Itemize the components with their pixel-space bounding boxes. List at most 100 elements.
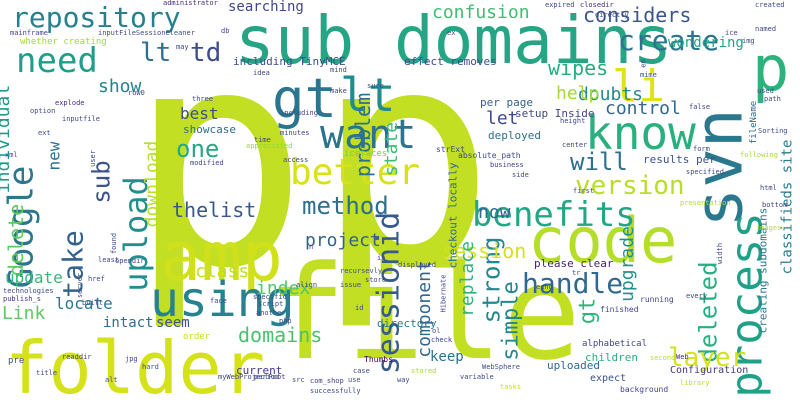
word: Configuration — [670, 365, 749, 376]
word: second — [650, 354, 676, 362]
word: ex — [447, 29, 456, 37]
word: inputfile — [62, 115, 100, 123]
word: absolute_path — [458, 151, 521, 160]
word: n — [309, 243, 314, 251]
word: expired — [545, 1, 575, 9]
word: created — [755, 1, 785, 9]
word: idea — [253, 69, 270, 77]
word: first — [573, 187, 595, 195]
word: p — [315, 0, 496, 334]
word: least — [98, 256, 120, 264]
word: file — [268, 237, 582, 389]
word: one — [176, 135, 220, 163]
word: src — [292, 376, 305, 384]
word: case — [353, 367, 370, 375]
word: gt — [575, 297, 601, 325]
word: Sorting — [758, 127, 788, 135]
word: width — [716, 242, 725, 265]
word: height — [560, 117, 586, 125]
word: explode — [55, 99, 85, 107]
word: searching — [228, 0, 304, 15]
word: pre — [8, 356, 25, 366]
word: every — [686, 292, 708, 300]
word: download — [141, 140, 163, 228]
word: period — [254, 373, 280, 381]
word: help — [556, 83, 600, 104]
word: ia — [377, 254, 386, 262]
word: replace — [456, 241, 478, 317]
word: publish_s — [3, 295, 41, 303]
word: control — [605, 98, 681, 119]
word: library — [680, 379, 710, 387]
word: problem — [351, 92, 376, 178]
word: center — [562, 141, 588, 149]
word: will — [570, 148, 628, 176]
word: seem — [156, 315, 190, 331]
word: wipes — [548, 56, 609, 80]
word: update — [5, 268, 63, 287]
word: session — [442, 239, 527, 263]
word: images — [756, 224, 782, 232]
word: specific — [253, 293, 287, 301]
word: let — [486, 108, 519, 129]
word: jpg — [125, 355, 138, 363]
word: Hibernate — [439, 274, 448, 313]
word: img — [742, 37, 755, 45]
word: user — [88, 150, 97, 167]
word: upgrade — [616, 226, 638, 302]
word: option — [30, 107, 56, 115]
word: including TinyMCE — [233, 55, 346, 68]
word: presentation — [680, 199, 731, 207]
word: including — [280, 109, 318, 117]
word: setup Inside — [515, 107, 595, 120]
word: title — [36, 369, 58, 377]
word: mind — [330, 66, 347, 74]
word: version — [575, 171, 685, 201]
word: new — [44, 141, 64, 171]
word: named — [755, 25, 777, 33]
word: directory — [377, 317, 437, 330]
word: running — [640, 295, 674, 304]
word: appreciated — [246, 142, 293, 150]
word: use — [348, 376, 361, 384]
word: ol — [432, 327, 441, 335]
word: align — [296, 281, 318, 289]
word: tr — [572, 269, 581, 277]
word: three — [192, 95, 214, 103]
word: repository — [12, 1, 181, 34]
word: WebSphere — [482, 363, 520, 371]
word: alt — [105, 376, 118, 384]
word: layer — [668, 343, 747, 373]
word: ext — [38, 129, 51, 137]
word: icefaces — [344, 149, 388, 159]
word: mime — [640, 71, 657, 79]
word: finished — [600, 305, 639, 314]
word: thelist — [172, 198, 257, 222]
word: Web — [676, 353, 689, 361]
word: confusion — [432, 2, 530, 23]
word: db — [221, 27, 230, 35]
word: benefits — [472, 195, 636, 235]
word: td — [190, 38, 222, 68]
word: locate — [55, 294, 113, 313]
word: xml — [5, 151, 18, 159]
word: used — [757, 87, 774, 95]
word: make — [330, 87, 347, 95]
word: order — [183, 332, 211, 342]
word: please clear — [534, 257, 614, 270]
word: intact — [103, 315, 154, 331]
word: create — [618, 24, 720, 57]
word: folder — [5, 326, 266, 400]
word: code — [528, 204, 678, 277]
word: fileName — [749, 100, 760, 145]
word: showcase — [183, 123, 236, 136]
word: tasks — [500, 383, 522, 391]
word: displayed — [398, 261, 436, 269]
word: href — [88, 275, 105, 283]
word: side — [512, 171, 529, 179]
word: delete — [4, 203, 29, 277]
word: recursevly — [340, 267, 383, 275]
word: need — [16, 41, 98, 81]
word: issue — [340, 281, 362, 289]
